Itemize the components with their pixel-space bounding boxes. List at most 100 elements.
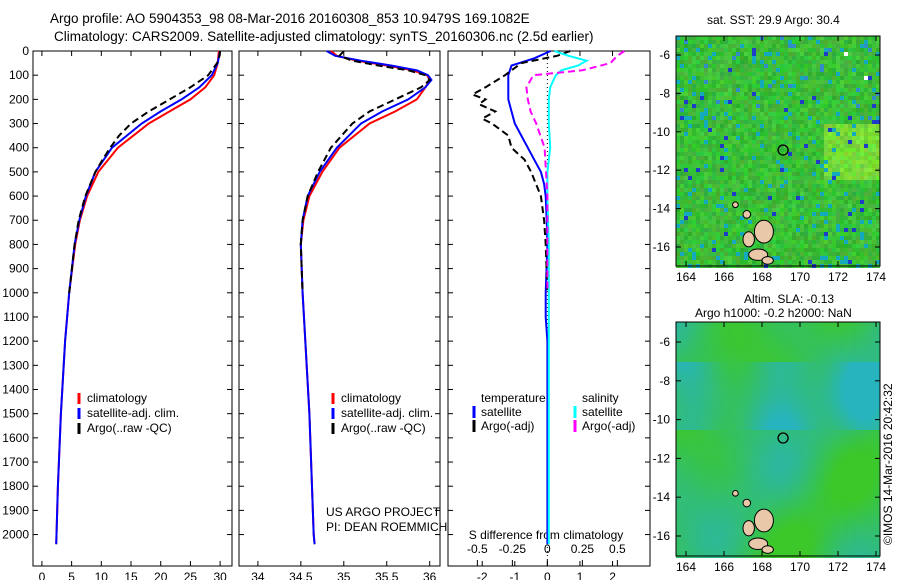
- map-cell: [736, 160, 740, 164]
- map-cell: [832, 406, 836, 410]
- map-cell: [700, 426, 704, 430]
- map-cell: [780, 450, 784, 454]
- map-cell: [804, 474, 808, 478]
- map-cell: [680, 224, 684, 228]
- map-cell: [820, 434, 824, 438]
- map-cell: [736, 418, 740, 422]
- map-cell: [720, 172, 724, 176]
- map-cell: [848, 116, 852, 120]
- map-cell: [752, 470, 756, 474]
- map-cell: [712, 204, 716, 208]
- map-cell: [868, 192, 872, 196]
- map-cell: [760, 434, 764, 438]
- map-cell: [716, 128, 720, 132]
- map-cell: [688, 330, 692, 334]
- map-cell: [728, 406, 732, 410]
- map-cell: [700, 128, 704, 132]
- map-cell: [796, 240, 800, 244]
- map-cell: [844, 116, 848, 120]
- map-cell: [756, 60, 760, 64]
- map-cell: [848, 64, 852, 68]
- map-cell: [780, 200, 784, 204]
- map-cell: [716, 334, 720, 338]
- map-cell: [760, 422, 764, 426]
- map-cell: [720, 438, 724, 442]
- map-cell: [788, 72, 792, 76]
- map-cell: [820, 116, 824, 120]
- map-cell: [812, 88, 816, 92]
- map-cell: [756, 244, 760, 248]
- map-cell: [732, 160, 736, 164]
- map-cell: [764, 358, 768, 362]
- map-cell: [768, 36, 772, 40]
- map-cell: [704, 96, 708, 100]
- map-cell: [724, 192, 728, 196]
- map-cell: [784, 88, 788, 92]
- map-cell: [796, 418, 800, 422]
- map-cell: [724, 164, 728, 168]
- map-cell: [696, 152, 700, 156]
- map-cell: [848, 56, 852, 60]
- map-cell: [684, 422, 688, 426]
- map-cell: [772, 84, 776, 88]
- map-cell: [828, 474, 832, 478]
- map-cell: [764, 208, 768, 212]
- map-cell: [732, 124, 736, 128]
- map-cell: [860, 100, 864, 104]
- map-cell: [812, 442, 816, 446]
- map-cell: [864, 60, 868, 64]
- map-cell: [860, 366, 864, 370]
- map-cell: [804, 116, 808, 120]
- map-cell: [832, 196, 836, 200]
- map-cell: [696, 136, 700, 140]
- map-cell: [800, 168, 804, 172]
- map-cell: [848, 204, 852, 208]
- map-cell: [724, 184, 728, 188]
- map-cell: [788, 370, 792, 374]
- map-cell: [684, 68, 688, 72]
- map-cell: [796, 382, 800, 386]
- map-cell: [824, 144, 828, 148]
- map-cell: [740, 362, 744, 366]
- map-cell: [872, 342, 876, 346]
- map-cell: [688, 68, 692, 72]
- map-cell: [720, 334, 724, 338]
- map-cell: [844, 144, 848, 148]
- map-cell: [708, 374, 712, 378]
- map-cell: [808, 56, 812, 60]
- map-cell: [676, 334, 680, 338]
- map-cell: [772, 144, 776, 148]
- map-cell: [848, 442, 852, 446]
- map-cell: [724, 370, 728, 374]
- map-cell: [860, 378, 864, 382]
- map-cell: [684, 434, 688, 438]
- map-cell: [856, 136, 860, 140]
- map-cell: [816, 124, 820, 128]
- island: [742, 210, 752, 219]
- map-cell: [696, 458, 700, 462]
- map-cell: [864, 438, 868, 442]
- map-cell: [736, 454, 740, 458]
- map-cell: [824, 446, 828, 450]
- map-cell: [824, 386, 828, 390]
- map-cell: [764, 136, 768, 140]
- map-cell: [732, 176, 736, 180]
- map-cell: [768, 334, 772, 338]
- map-cell: [860, 208, 864, 212]
- map-cell: [720, 196, 724, 200]
- map-cell: [676, 44, 680, 48]
- map-cell: [728, 474, 732, 478]
- map-cell: [776, 196, 780, 200]
- map-cell: [764, 68, 768, 72]
- map-cell: [812, 40, 816, 44]
- map-cell: [772, 418, 776, 422]
- map-cell: [824, 322, 828, 326]
- map-cell: [724, 96, 728, 100]
- map-cell: [816, 350, 820, 354]
- map-cell: [872, 422, 876, 426]
- map-cell: [680, 410, 684, 414]
- map-cell: [868, 40, 872, 44]
- map-cell: [872, 406, 876, 410]
- lat-tick-label: -8: [659, 86, 670, 100]
- map-cell: [760, 346, 764, 350]
